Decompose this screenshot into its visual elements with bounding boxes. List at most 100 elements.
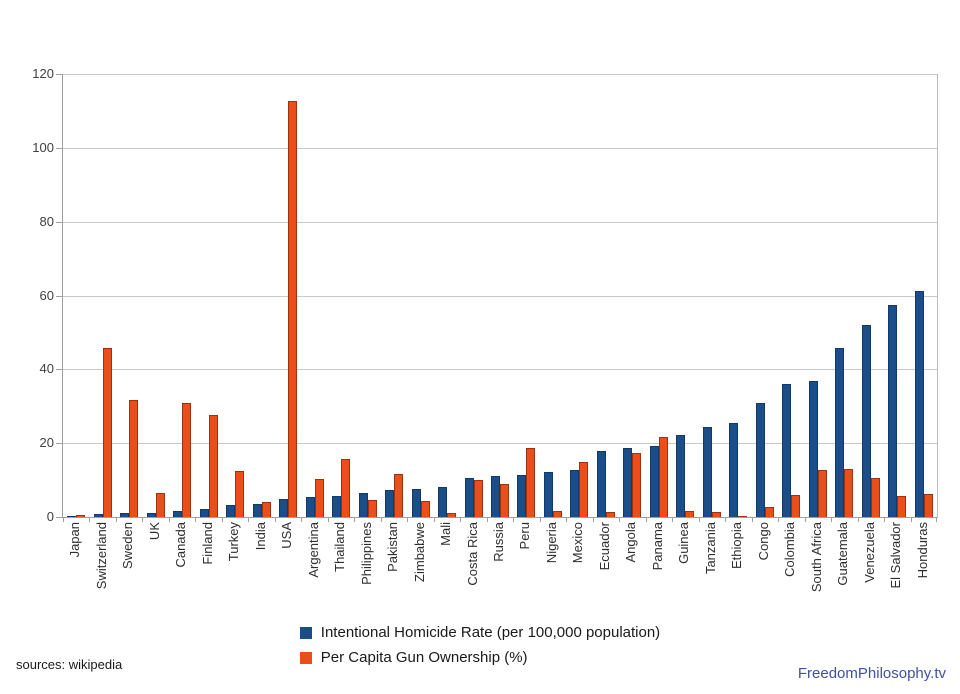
x-axis-label: Argentina (305, 522, 321, 578)
x-axis-tick (593, 517, 594, 522)
x-axis-tick (513, 517, 514, 522)
x-axis-label: Thailand (332, 522, 348, 572)
bar-group (487, 74, 513, 517)
x-axis-label: Peru (517, 522, 533, 550)
x-axis-label: UK (146, 522, 162, 541)
gun-ownership-bar (76, 514, 86, 517)
homicide-rate-bar (120, 513, 130, 517)
x-axis-tick (805, 517, 806, 522)
x-axis-tick (275, 517, 276, 522)
plot-area (56, 74, 938, 522)
gun-ownership-bar (394, 474, 404, 517)
gun-ownership-bar (288, 101, 298, 517)
x-axis-label: Venezuela (861, 522, 877, 583)
bar-group (275, 74, 301, 517)
x-axis-tick (540, 517, 541, 522)
homicide-rate-bar (623, 447, 633, 517)
bar-group (831, 74, 857, 517)
bar-group (778, 74, 804, 517)
x-axis-label: Honduras (914, 522, 930, 579)
x-axis-label: El Salvador (888, 522, 904, 589)
source-credit: sources: wikipedia (16, 657, 123, 672)
homicide-rate-bar (755, 403, 765, 517)
bar-group (566, 74, 592, 517)
x-axis-label: Ethiopia (729, 522, 745, 569)
homicide-rate-bar (199, 508, 209, 517)
gridline (63, 443, 937, 445)
y-axis-label: 40 (39, 361, 54, 377)
bar-group (248, 74, 274, 517)
x-axis-tick (116, 517, 117, 522)
y-axis-tick (56, 74, 62, 75)
gun-ownership-bar (102, 348, 112, 517)
bar-group (116, 74, 142, 517)
x-axis-tick (619, 517, 620, 522)
bar-group (142, 74, 168, 517)
gun-ownership-bar (235, 470, 245, 517)
y-axis-label: 100 (32, 139, 54, 155)
gun-ownership-bar (658, 436, 668, 517)
x-axis-label: Panama (649, 522, 665, 571)
x-axis-tick (646, 517, 647, 522)
x-axis-label: Colombia (782, 522, 798, 577)
gridline (63, 147, 937, 149)
legend-item-gun-ownership: Per Capita Gun Ownership (%) (299, 649, 528, 666)
homicide-rate-bar (861, 325, 871, 517)
x-axis-tick (222, 517, 223, 522)
homicide-rate-bar (676, 434, 686, 517)
x-axis-tick (434, 517, 435, 522)
legend-swatch-gun-ownership (299, 651, 312, 664)
gun-ownership-bar (208, 415, 218, 517)
gridline (63, 369, 937, 371)
gun-ownership-bar (738, 515, 748, 517)
homicide-rate-bar (67, 515, 77, 517)
bar-group (805, 74, 831, 517)
gun-ownership-bar (473, 480, 483, 517)
x-axis-label: Ecuador (596, 522, 612, 571)
x-axis-label: Turkey (226, 522, 242, 562)
x-axis-label: Sweden (120, 522, 136, 569)
homicide-rate-bar (438, 487, 448, 517)
homicide-rate-bar (914, 290, 924, 517)
homicide-rate-bar (596, 450, 606, 517)
legend-items: Intentional Homicide Rate (per 100,000 p… (299, 624, 660, 666)
gun-ownership-bar (579, 461, 589, 517)
brand-credit: FreedomPhilosophy.tv (797, 665, 946, 682)
y-axis-label: 120 (32, 66, 54, 81)
x-axis-label: Costa Rica (464, 522, 480, 586)
x-axis-label: South Africa (808, 522, 824, 593)
gun-ownership-bar (870, 477, 880, 517)
homicide-rate-bar (649, 445, 659, 517)
gun-ownership-bar (791, 495, 801, 517)
gun-ownership-bar (261, 501, 271, 517)
legend-swatch-homicide-rate (299, 626, 312, 639)
gun-ownership-bar (897, 495, 907, 517)
gun-ownership-bar (314, 479, 324, 517)
y-axis-tick (56, 221, 62, 223)
bar-group (619, 74, 645, 517)
gun-ownership-bar (420, 500, 430, 517)
x-axis-label: India (252, 522, 268, 551)
bar-group (301, 74, 327, 517)
x-axis-tick (699, 517, 700, 522)
gun-ownership-bar (155, 492, 165, 517)
gun-ownership-bar (844, 468, 854, 517)
bar-group (725, 74, 751, 517)
bar-group (89, 74, 115, 517)
gun-ownership-bar (526, 447, 536, 517)
x-axis-tick (328, 517, 329, 522)
bar-group (540, 74, 566, 517)
x-axis-label: Guatemala (835, 522, 851, 586)
bar-group (593, 74, 619, 517)
gridline (63, 221, 937, 223)
y-axis-tick (56, 295, 62, 297)
bar-group (354, 74, 380, 517)
x-axis-label: Congo (755, 522, 771, 561)
x-axis-label: Finland (199, 522, 215, 565)
x-axis-label: Tanzania (702, 522, 718, 575)
gun-ownership-bar (341, 459, 351, 517)
homicide-rate-bar (490, 476, 500, 517)
legend: Intentional Homicide Rate (per 100,000 p… (0, 624, 960, 666)
bar-group (884, 74, 910, 517)
x-axis-tick (381, 517, 382, 522)
